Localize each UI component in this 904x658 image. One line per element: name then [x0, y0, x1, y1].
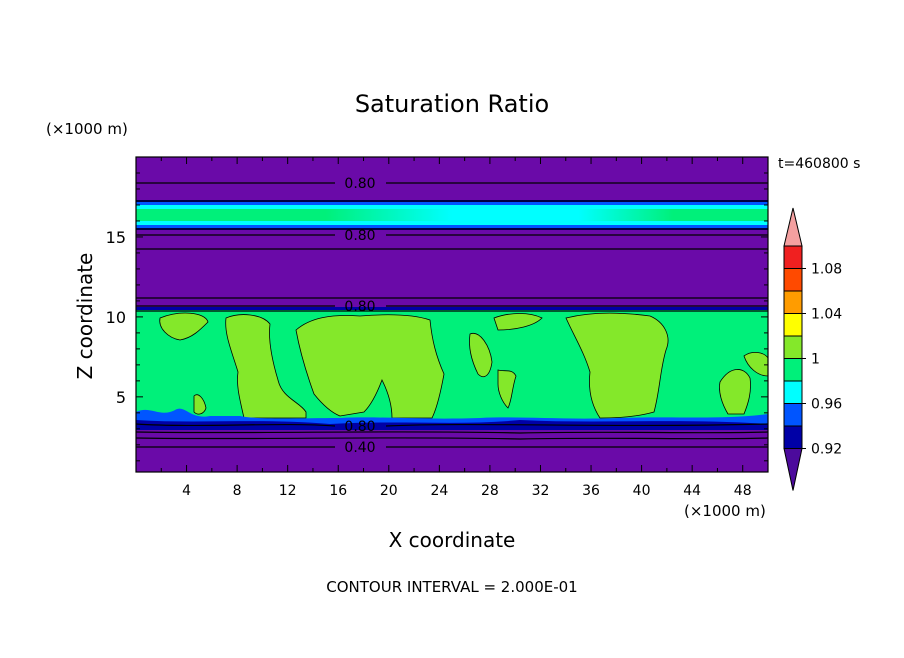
- y-tick-label: 10: [106, 308, 126, 327]
- x-tick-label: 32: [532, 483, 550, 499]
- contour-label: 0.80: [344, 176, 375, 192]
- y-tick-label: 5: [116, 388, 126, 407]
- colorbar-segment: [783, 358, 803, 382]
- y-axis: 5 10 15: [106, 172, 768, 462]
- colorbar-label: 0.96: [811, 397, 842, 413]
- y-unit-label: (×1000 m): [46, 120, 128, 138]
- colorbar-label: 1: [811, 352, 820, 368]
- contour-line: [135, 431, 769, 434]
- x-axis: 4 8 12 16 20 24 28 32 36 40 44 48: [160, 157, 769, 499]
- cloud-blob: [565, 312, 669, 419]
- cloud-blob: [225, 314, 307, 419]
- x-unit-label: (×1000 m): [684, 502, 766, 520]
- y-axis-label: Z coordinate: [73, 253, 97, 380]
- y-tick-label: 15: [106, 228, 126, 247]
- colorbar-segment: [783, 448, 803, 491]
- x-tick-label: 4: [182, 483, 191, 499]
- cloud-blob: [193, 394, 207, 415]
- cloud-blob: [493, 313, 543, 331]
- x-tick-label: 12: [279, 483, 297, 499]
- colorbar-label: 0.92: [811, 442, 842, 458]
- x-tick-label: 16: [329, 483, 347, 499]
- time-label: t=460800 s: [778, 156, 860, 172]
- x-tick-label: 36: [582, 483, 600, 499]
- contour-lines: [135, 182, 769, 448]
- contour-labels: 0.80 0.80 0.80 0.80 0.40: [344, 176, 375, 456]
- contour-line: [385, 423, 769, 427]
- colorbar-segment: [783, 268, 803, 292]
- layer-mid-dry: [136, 229, 768, 309]
- colorbar-segment: [783, 335, 803, 359]
- colorbar-segment: [783, 290, 803, 314]
- chart-title: Saturation Ratio: [355, 90, 549, 118]
- contour-line: [135, 423, 336, 427]
- plot-area: 0.80 0.80 0.80 0.80 0.40: [135, 156, 769, 473]
- cloud-blob: [469, 333, 493, 378]
- x-tick-label: 8: [233, 483, 242, 499]
- layer-top-dry: [136, 157, 768, 201]
- colorbar-segment: [783, 207, 803, 247]
- boundary-layer-edge: [136, 307, 768, 311]
- contour-label: 0.80: [344, 228, 375, 244]
- colorbar-segment: [783, 403, 803, 427]
- x-tick-label: 44: [683, 483, 701, 499]
- cloud-blob: [719, 369, 751, 415]
- cloud-blob: [497, 369, 517, 409]
- colorbar-label: 1.08: [811, 262, 842, 278]
- colorbar-segment: [783, 245, 803, 269]
- colorbar-label: 1.04: [811, 307, 842, 323]
- contour-label: 0.80: [344, 299, 375, 315]
- x-tick-label: 24: [430, 483, 448, 499]
- contour-interval-footer: CONTOUR INTERVAL = 2.000E-01: [326, 578, 577, 596]
- x-tick-label: 48: [734, 483, 752, 499]
- upper-band-green: [136, 209, 768, 221]
- colorbar: 1.08 1.04 1 0.96 0.92: [783, 207, 842, 491]
- cloud-blob: [159, 312, 209, 341]
- colorbar-segment: [783, 313, 803, 337]
- plot-frame: [135, 156, 769, 473]
- contour-label: 0.80: [344, 419, 375, 435]
- colorbar-segment: [783, 425, 803, 449]
- colorbar-segment: [783, 380, 803, 404]
- x-tick-label: 40: [633, 483, 651, 499]
- x-tick-label: 20: [380, 483, 398, 499]
- contour-line: [135, 437, 769, 440]
- cloud-blob: [295, 314, 445, 419]
- cloud-blobs: [159, 312, 769, 419]
- x-axis-label: X coordinate: [389, 528, 516, 552]
- contour-label: 0.40: [344, 440, 375, 456]
- x-tick-label: 28: [481, 483, 499, 499]
